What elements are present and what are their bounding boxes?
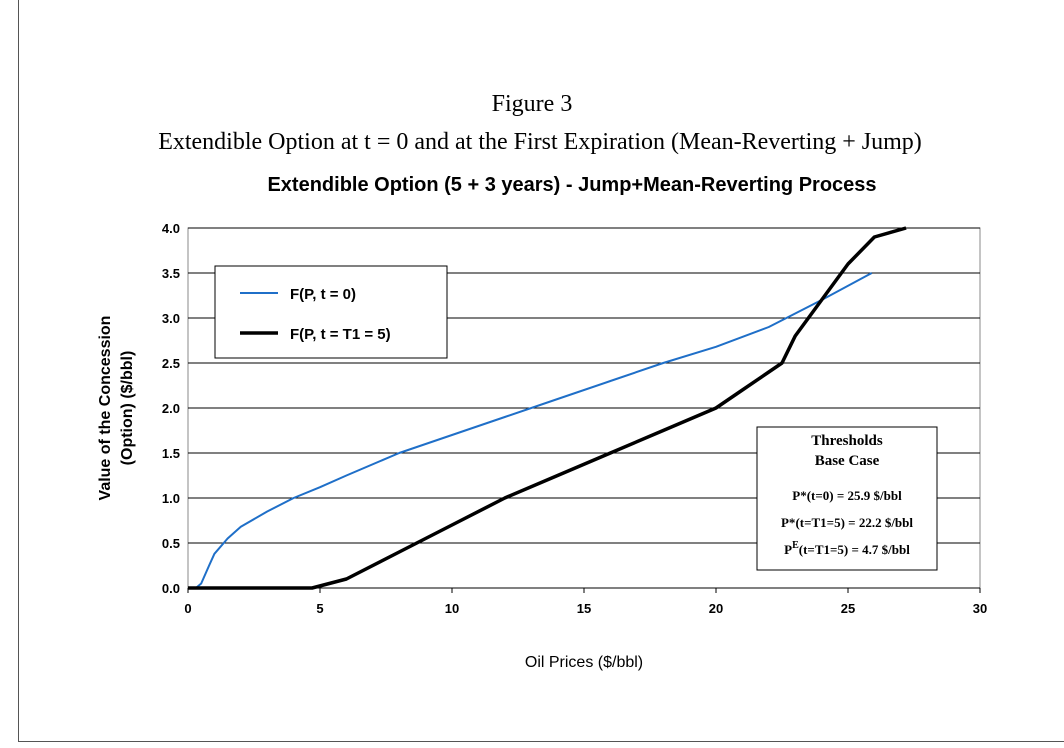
series-line <box>195 272 873 589</box>
annotation-text: (t=T1=5) = 4.7 $/bbl <box>799 542 910 557</box>
annotation-title: Base Case <box>815 453 880 469</box>
annotation-line: PE(t=T1=5) = 4.7 $/bbl <box>784 540 910 557</box>
x-tick-label: 10 <box>445 601 459 616</box>
chart-title: Extendible Option (5 + 3 years) - Jump+M… <box>267 174 876 196</box>
y-tick-label: 0.5 <box>162 536 180 551</box>
x-tick-label: 20 <box>709 601 723 616</box>
y-tick-label: 3.0 <box>162 311 180 326</box>
x-tick-label: 15 <box>577 601 591 616</box>
y-tick-label: 1.0 <box>162 491 180 506</box>
x-tick-label: 5 <box>316 601 323 616</box>
annotation-text: (t=T1=5) = 22.2 $/bbl <box>795 515 913 530</box>
annotation-line: P*(t=0) = 25.9 $/bbl <box>792 488 902 503</box>
legend-label: F(P, t = 0) <box>290 286 356 303</box>
x-tick-label: 0 <box>184 601 191 616</box>
y-tick-label: 4.0 <box>162 221 180 236</box>
y-tick-label: 1.5 <box>162 446 180 461</box>
legend <box>214 265 448 359</box>
y-tick-label: 2.0 <box>162 401 180 416</box>
annotation-sup: E <box>792 540 799 551</box>
y-tick-label: 2.5 <box>162 356 180 371</box>
y-tick-label: 3.5 <box>162 266 180 281</box>
annotation-line: P*(t=T1=5) = 22.2 $/bbl <box>781 515 913 530</box>
y-axis-label-line: (Option) ($/bbl) <box>119 351 136 466</box>
annotation-text: (t=0) = 25.9 $/bbl <box>807 488 902 503</box>
legend-label: F(P, t = T1 = 5) <box>290 326 391 343</box>
annotation-box <box>756 426 938 571</box>
x-tick-label: 25 <box>841 601 855 616</box>
annotation-title: Thresholds <box>811 433 883 449</box>
figure-number: Figure 3 <box>492 91 573 117</box>
y-axis-label-line: Value of the Concession <box>97 316 114 501</box>
annotation-text: P <box>784 542 792 557</box>
x-axis-label: Oil Prices ($/bbl) <box>525 654 643 671</box>
y-axis-label: Value of the Concession (Option) ($/bbl) <box>97 316 136 501</box>
annotation-text: P* <box>781 515 795 530</box>
x-tick-label: 30 <box>973 601 987 616</box>
y-tick-label: 0.0 <box>162 581 180 596</box>
plot: 0.0 0.5 1.0 1.5 2.0 2.5 3.0 3.5 4.0 0 5 10 15 20 25 30 F… <box>162 221 987 616</box>
series-line <box>188 226 907 590</box>
annotation-text: P* <box>792 488 806 503</box>
figure-caption: Extendible Option at t = 0 and at the Fi… <box>158 129 922 155</box>
